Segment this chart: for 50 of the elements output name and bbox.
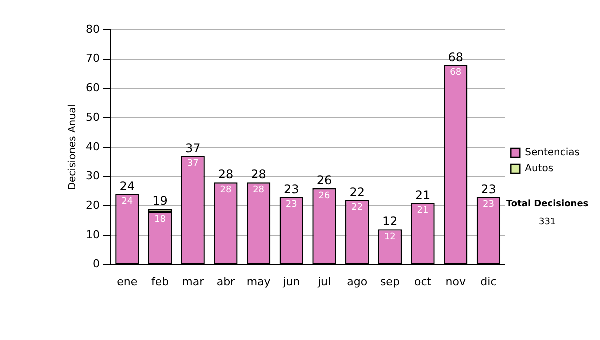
y-tick-label: 80 bbox=[86, 22, 100, 36]
y-tick-label: 40 bbox=[86, 140, 100, 154]
data-label: 26 bbox=[318, 191, 330, 202]
data-label: 18 bbox=[154, 214, 166, 225]
text: Total Decisiones bbox=[506, 199, 589, 210]
y-tick-label: 10 bbox=[86, 228, 100, 242]
data-label: 12 bbox=[384, 232, 396, 242]
data-label: 28 bbox=[253, 185, 265, 196]
data-label: 22 bbox=[352, 203, 364, 214]
legend-label: Autos bbox=[525, 164, 554, 175]
x-tick-label: dic bbox=[480, 275, 497, 288]
x-tick-label: sep bbox=[380, 275, 400, 288]
y-tick-label: 60 bbox=[86, 82, 100, 95]
total-label: 28 bbox=[251, 168, 266, 182]
x-tick-label: may bbox=[246, 275, 272, 288]
x-tick-label: nov bbox=[446, 275, 466, 288]
text: 331 bbox=[538, 217, 556, 228]
total-label: 23 bbox=[481, 182, 496, 196]
y-tick-label: 50 bbox=[86, 110, 100, 124]
y-tick-label: 20 bbox=[86, 198, 100, 212]
data-label: 24 bbox=[122, 197, 134, 208]
x-tick-label: abr bbox=[216, 275, 236, 288]
data-label: 28 bbox=[220, 185, 232, 196]
x-tick-label: feb bbox=[151, 275, 170, 288]
total-label: 37 bbox=[185, 141, 201, 156]
y-tick-label: 0 bbox=[92, 258, 100, 271]
x-tick-label: jun bbox=[282, 275, 300, 288]
total-label: 22 bbox=[350, 185, 365, 200]
total-label: 23 bbox=[284, 182, 300, 196]
data-label: 68 bbox=[450, 68, 462, 78]
y-axis-title: Decisiones Anual bbox=[68, 104, 79, 190]
total-label: 12 bbox=[382, 214, 398, 229]
total-label: 19 bbox=[152, 194, 168, 208]
data-label: 23 bbox=[286, 200, 298, 210]
x-tick-label: jul bbox=[316, 275, 332, 288]
total-label: 26 bbox=[316, 174, 332, 188]
legend-label: Sentencias bbox=[525, 148, 580, 159]
data-label: 37 bbox=[187, 159, 199, 170]
x-tick-label: oct bbox=[414, 275, 432, 288]
data-label: 23 bbox=[482, 200, 494, 210]
x-tick-label: ene bbox=[117, 275, 138, 288]
y-tick-label: 30 bbox=[86, 170, 100, 183]
total-label: 28 bbox=[218, 168, 234, 182]
total-label: 21 bbox=[415, 188, 431, 202]
total-label: 68 bbox=[448, 50, 464, 64]
x-tick-label: ago bbox=[347, 275, 368, 288]
data-label: 21 bbox=[417, 206, 429, 216]
x-tick-label: mar bbox=[182, 275, 205, 288]
total-label: 24 bbox=[120, 179, 136, 194]
y-tick-label: 70 bbox=[86, 52, 100, 66]
